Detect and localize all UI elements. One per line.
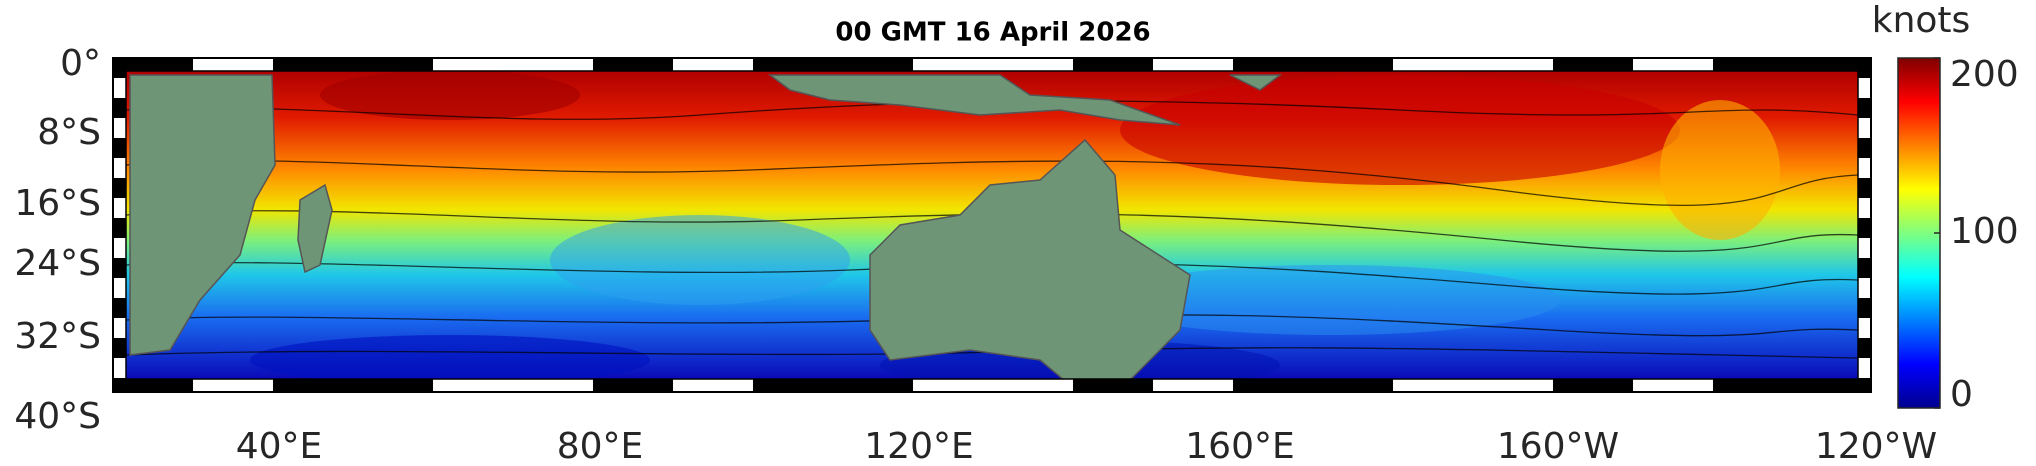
lon-label: 160°E xyxy=(1185,426,1294,466)
colorbar-tick-label: 0 xyxy=(1950,374,1973,415)
lat-label: 8°S xyxy=(37,112,101,153)
wind-field xyxy=(126,71,1858,379)
lon-label: 120°E xyxy=(864,426,973,466)
lat-label: 0° xyxy=(60,43,101,84)
lat-label: 16°S xyxy=(14,183,101,224)
map-frame xyxy=(112,57,1872,393)
lon-label: 120°W xyxy=(1815,426,1937,466)
lat-label: 24°S xyxy=(14,243,101,284)
lat-label: 32°S xyxy=(14,316,101,357)
colorbar-tick-label: 200 xyxy=(1950,54,2019,95)
colorbar-unit: knots xyxy=(1872,0,1971,41)
colorbar-tick-label: 100 xyxy=(1950,211,2019,252)
colorbar xyxy=(1897,57,1941,409)
lon-label: 80°E xyxy=(557,426,644,466)
lat-label: 40°S xyxy=(14,396,101,437)
map-title: 00 GMT 16 April 2026 xyxy=(835,18,1150,48)
lon-label: 160°W xyxy=(1497,426,1619,466)
lon-label: 40°E xyxy=(236,426,323,466)
